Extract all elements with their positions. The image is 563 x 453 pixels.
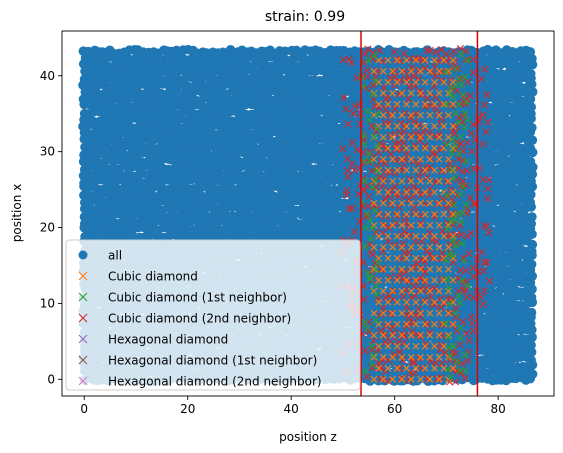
scatter-point bbox=[527, 122, 537, 133]
scatter-point bbox=[147, 190, 157, 201]
scatter-point bbox=[122, 53, 132, 63]
scatter-point bbox=[338, 95, 349, 105]
scatter-point bbox=[294, 135, 305, 146]
scatter-point bbox=[122, 202, 133, 213]
scatter-point bbox=[527, 212, 537, 222]
scatter-point bbox=[92, 54, 103, 64]
scatter-point bbox=[525, 47, 536, 57]
scatter-point bbox=[527, 239, 538, 250]
scatter-point bbox=[527, 135, 538, 145]
scatter-point bbox=[265, 135, 275, 146]
scatter-point bbox=[527, 369, 538, 379]
scatter-point bbox=[525, 143, 536, 154]
scatter-point bbox=[525, 156, 536, 167]
scatter-point bbox=[225, 45, 236, 55]
scatter-point bbox=[181, 115, 192, 126]
scatter-point bbox=[525, 68, 536, 79]
scatter-point bbox=[186, 216, 196, 227]
scatter-point bbox=[526, 307, 537, 318]
scatter-point bbox=[323, 163, 334, 174]
scatter-point bbox=[255, 170, 265, 180]
scatter-point bbox=[191, 66, 202, 76]
chart-title: strain: 0.99 bbox=[265, 9, 345, 25]
scatter-point bbox=[279, 54, 290, 65]
scatter-point bbox=[526, 189, 536, 200]
scatter-point bbox=[526, 259, 537, 270]
scatter-point bbox=[102, 61, 113, 71]
